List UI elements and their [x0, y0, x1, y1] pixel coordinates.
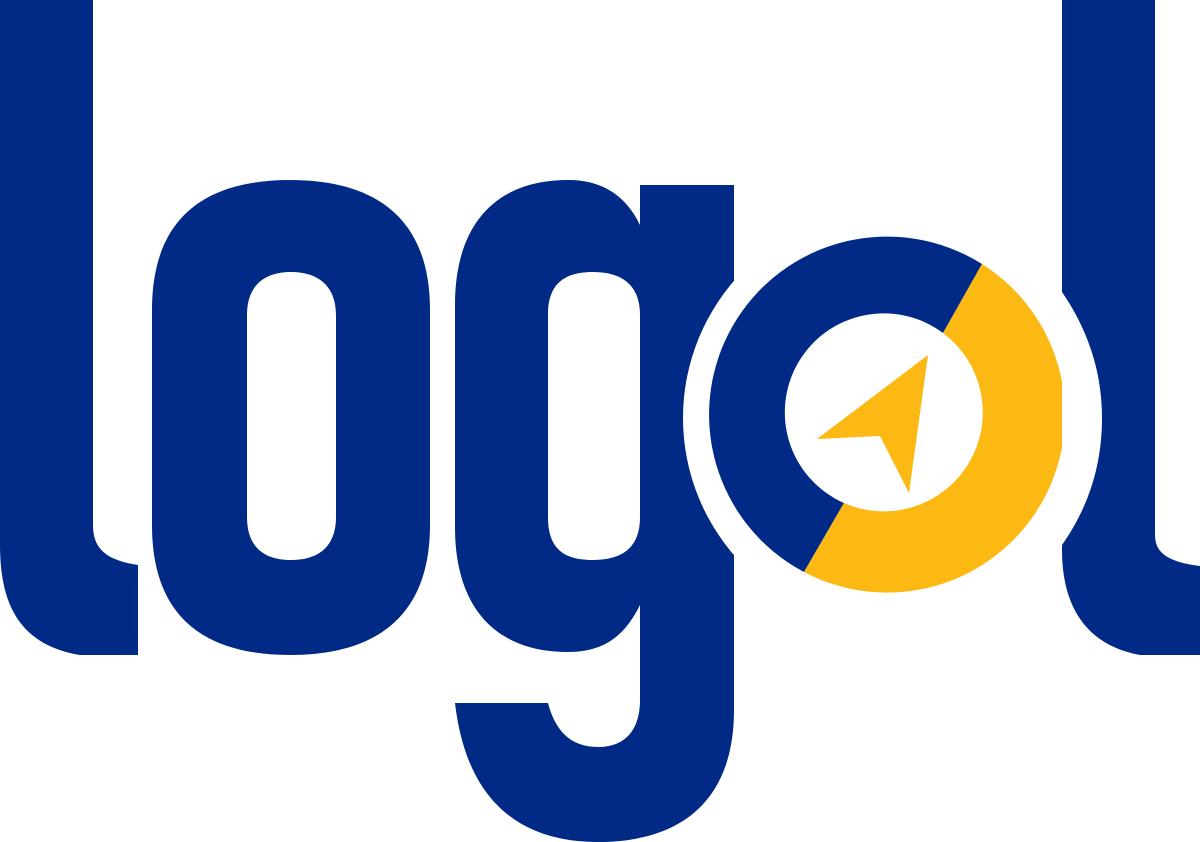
compass-ring-blue: [709, 236, 982, 572]
navigation-arrow-icon: [817, 355, 928, 493]
letter-l-right: [1062, 0, 1200, 655]
compass-ring-yellow: [804, 264, 1066, 593]
letter-l-left: [0, 0, 138, 655]
letter-g: [455, 180, 734, 842]
letter-o: [152, 180, 430, 655]
compass-icon: [683, 208, 1103, 628]
compass-separator-right: [1062, 292, 1102, 545]
